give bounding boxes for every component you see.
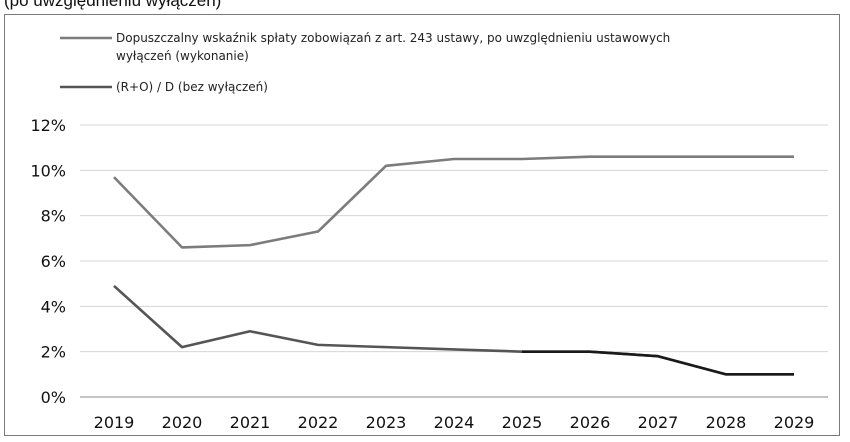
chart-caption-fragment: (po uwzględnieniu wyłączeń): [4, 0, 222, 10]
chart-frame: [4, 14, 840, 436]
series-2-line: [113, 284, 794, 376]
series-2-line-tail: [522, 350, 794, 376]
y-tick-label: 6%: [41, 252, 66, 271]
x-tick-label: 2021: [230, 413, 271, 432]
x-axis: 2019 2020 2021 2022 2023 2024 2025 2026 2027 2028…: [80, 396, 828, 432]
x-tick-label: 2026: [570, 413, 611, 432]
x-tick-label: 2028: [706, 413, 747, 432]
x-tick-label: 2022: [298, 413, 339, 432]
y-tick-label: 12%: [30, 116, 66, 135]
series-lines: [113, 155, 795, 376]
x-tick-label: 2020: [162, 413, 203, 432]
y-tick-label: 10%: [30, 161, 66, 180]
y-axis: 0% 2% 4% 6% 8% 10% 12%: [30, 116, 66, 407]
x-tick-label: 2019: [94, 413, 135, 432]
x-tick-label: 2027: [638, 413, 679, 432]
gridlines: [80, 124, 828, 398]
legend-label-series-2: (R+O) / D (bez wyłączeń): [116, 80, 268, 94]
legend-label-series-1-line-1: Dopuszczalny wskaźnik spłaty zobowiązań …: [116, 31, 670, 45]
legend-label-series-1-line-2: wyłączeń (wykonanie): [116, 49, 249, 63]
x-tick-label: 2024: [434, 413, 475, 432]
y-tick-label: 4%: [41, 297, 66, 316]
y-tick-label: 2%: [41, 343, 66, 362]
x-tick-label: 2025: [502, 413, 543, 432]
x-tick-label: 2029: [774, 413, 815, 432]
legend: Dopuszczalny wskaźnik spłaty zobowiązań …: [60, 31, 670, 94]
x-tick-label: 2023: [366, 413, 407, 432]
y-tick-label: 0%: [41, 388, 66, 407]
y-tick-label: 8%: [41, 207, 66, 226]
